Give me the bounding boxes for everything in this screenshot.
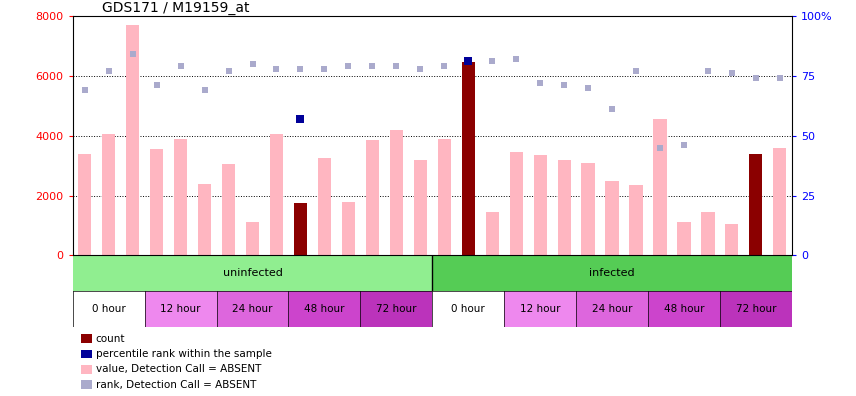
Point: [509, 56, 523, 62]
Text: count: count: [96, 333, 125, 344]
Point: [605, 106, 619, 112]
Bar: [509, 152, 523, 255]
Bar: [198, 184, 211, 255]
Bar: [102, 134, 116, 255]
Bar: [461, 62, 475, 255]
Text: 72 hour: 72 hour: [376, 304, 417, 314]
Point: [342, 63, 355, 69]
Text: GDS171 / M19159_at: GDS171 / M19159_at: [102, 1, 249, 15]
Point: [629, 68, 643, 74]
Bar: [437, 139, 451, 255]
Bar: [246, 223, 259, 255]
Bar: [318, 158, 331, 255]
Point: [366, 63, 379, 69]
Point: [557, 82, 571, 88]
Point: [126, 51, 140, 57]
Point: [389, 63, 403, 69]
Bar: [557, 160, 571, 255]
Point: [581, 85, 595, 91]
Point: [294, 116, 307, 122]
Text: 0 hour: 0 hour: [92, 304, 126, 314]
Text: 72 hour: 72 hour: [735, 304, 776, 314]
Point: [533, 80, 547, 86]
Point: [78, 87, 92, 93]
Text: 12 hour: 12 hour: [520, 304, 561, 314]
Bar: [174, 139, 187, 255]
Text: 24 hour: 24 hour: [591, 304, 633, 314]
Point: [413, 65, 427, 72]
Bar: [78, 154, 92, 255]
Point: [749, 75, 763, 81]
Bar: [749, 154, 763, 255]
Bar: [653, 119, 667, 255]
Bar: [342, 202, 355, 255]
Point: [653, 145, 667, 151]
Bar: [485, 212, 499, 255]
Bar: [605, 181, 619, 255]
Point: [174, 63, 187, 69]
Text: value, Detection Call = ABSENT: value, Detection Call = ABSENT: [96, 364, 261, 374]
Point: [485, 58, 499, 65]
Point: [437, 63, 451, 69]
Bar: [677, 223, 691, 255]
Bar: [366, 140, 379, 255]
Bar: [581, 163, 595, 255]
Bar: [773, 148, 787, 255]
Bar: [294, 203, 307, 255]
Bar: [389, 129, 403, 255]
Point: [677, 142, 691, 148]
Bar: [150, 149, 163, 255]
Point: [102, 68, 116, 74]
Bar: [413, 160, 427, 255]
Text: 48 hour: 48 hour: [304, 304, 345, 314]
Point: [150, 82, 163, 88]
Point: [773, 75, 787, 81]
Text: 12 hour: 12 hour: [160, 304, 201, 314]
Point: [246, 61, 259, 67]
Text: rank, Detection Call = ABSENT: rank, Detection Call = ABSENT: [96, 380, 256, 390]
Bar: [126, 25, 140, 255]
Bar: [701, 212, 715, 255]
Point: [222, 68, 235, 74]
Text: percentile rank within the sample: percentile rank within the sample: [96, 349, 271, 359]
Bar: [725, 224, 739, 255]
Point: [725, 70, 739, 76]
Text: infected: infected: [589, 268, 635, 278]
Point: [701, 68, 715, 74]
Point: [461, 58, 475, 65]
Bar: [533, 155, 547, 255]
Text: 0 hour: 0 hour: [451, 304, 485, 314]
Text: 24 hour: 24 hour: [232, 304, 273, 314]
Text: uninfected: uninfected: [223, 268, 282, 278]
Point: [318, 65, 331, 72]
Point: [294, 65, 307, 72]
Bar: [222, 164, 235, 255]
Point: [270, 65, 283, 72]
Bar: [270, 134, 283, 255]
Text: 48 hour: 48 hour: [663, 304, 704, 314]
Point: [461, 58, 475, 65]
Point: [198, 87, 211, 93]
Bar: [629, 185, 643, 255]
